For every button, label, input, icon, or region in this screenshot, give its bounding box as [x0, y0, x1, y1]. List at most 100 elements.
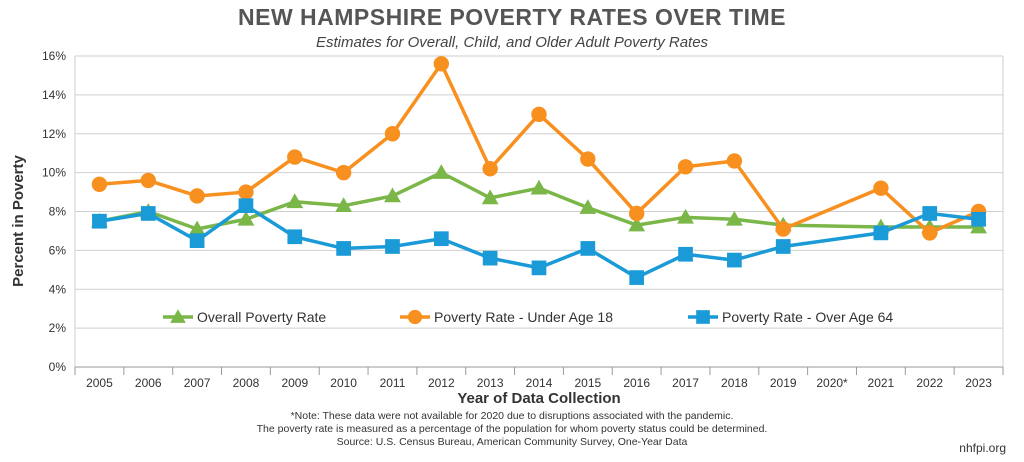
x-tick-labels: 2005 2006 2007 2008 2009 2010 2011 2012 2013 2014…: [86, 376, 992, 390]
data-point: [922, 225, 938, 241]
y-tick-label: 0%: [49, 360, 67, 374]
data-point: [580, 241, 596, 256]
data-point: [531, 106, 547, 123]
data-point: [677, 208, 694, 224]
data-point: [384, 187, 401, 203]
y-tick-label: 14%: [42, 88, 66, 102]
data-point: [287, 229, 303, 245]
series-line: [99, 170, 979, 231]
legend-label: Overall Poverty Rate: [197, 309, 326, 325]
y-tick-label: 16%: [42, 49, 66, 63]
x-tick-label: 2021: [868, 376, 895, 390]
data-point: [336, 241, 351, 256]
y-tick-label: 4%: [49, 282, 67, 296]
chart-notes: *Note: These data were not available for…: [0, 410, 1024, 449]
y-tick-labels: 0% 2% 4% 6% 8% 10% 12% 14% 16%: [42, 49, 66, 374]
data-point: [726, 153, 743, 169]
data-point: [580, 151, 596, 167]
data-point: [237, 210, 255, 226]
data-point: [433, 231, 449, 247]
x-tick-label: 2008: [233, 376, 260, 390]
data-point: [189, 188, 205, 204]
data-point: [775, 239, 791, 254]
x-tick-label: 2020*: [816, 376, 848, 390]
data-point: [170, 309, 186, 323]
source-line: Source: U.S. Census Bureau, American Com…: [336, 436, 688, 448]
data-point: [873, 180, 889, 196]
legend-item: Overall Poverty Rate: [163, 309, 326, 325]
legend: Overall Poverty Rate Poverty Rate - Under…: [163, 309, 893, 325]
legend-label: Poverty Rate - Over Age 64: [722, 309, 893, 325]
data-point: [678, 246, 693, 262]
x-tick-label: 2022: [916, 376, 943, 390]
data-point: [696, 310, 710, 324]
data-point: [407, 309, 423, 325]
series-line: [99, 62, 980, 235]
x-tick-label: 2023: [965, 376, 992, 390]
y-tick-label: 8%: [49, 205, 67, 219]
series-2: [91, 56, 987, 241]
series-lines: [91, 56, 987, 285]
x-tick-label: 2010: [330, 376, 357, 390]
legend-item: Poverty Rate - Over Age 64: [688, 309, 893, 325]
y-tick-label: 2%: [49, 321, 67, 335]
x-tick-label: 2009: [281, 376, 308, 390]
x-tick-label: 2011: [380, 376, 406, 390]
chart-title: NEW HAMPSHIRE POVERTY RATES OVER TIME: [238, 4, 786, 30]
data-point: [335, 164, 352, 181]
note-line: *Note: These data were not available for…: [290, 410, 734, 422]
legend-label: Poverty Rate - Under Age 18: [434, 309, 613, 325]
data-point: [677, 159, 694, 175]
data-point: [628, 205, 645, 222]
y-axis-title: Percent in Poverty: [10, 154, 27, 286]
data-point: [91, 176, 108, 192]
data-point: [287, 149, 303, 165]
x-axis-title: Year of Data Collection: [457, 390, 620, 407]
x-tick-label: 2018: [721, 376, 748, 390]
data-point: [189, 233, 205, 249]
data-point: [92, 213, 107, 229]
data-point: [530, 179, 548, 195]
data-point: [922, 206, 938, 221]
chart-subtitle: Estimates for Overall, Child, and Older …: [315, 34, 709, 51]
series-line: [99, 203, 979, 280]
gridlines: [74, 55, 1004, 375]
x-tick-label: 2013: [477, 376, 504, 390]
series-3: [92, 198, 986, 285]
note-line: The poverty rate is measured as a percen…: [256, 423, 768, 435]
y-tick-label: 12%: [42, 127, 66, 141]
data-point: [188, 220, 206, 236]
x-tick-label: 2007: [184, 376, 211, 390]
data-point: [432, 164, 450, 179]
data-point: [873, 225, 889, 241]
data-point: [482, 161, 498, 177]
data-point: [238, 198, 254, 214]
data-point: [971, 211, 986, 227]
data-point: [579, 199, 597, 214]
x-tick-label: 2015: [574, 376, 601, 390]
data-point: [482, 250, 498, 266]
data-point: [481, 189, 499, 205]
data-point: [140, 206, 156, 221]
credit-text: nhfpi.org: [959, 441, 1006, 455]
data-point: [628, 216, 646, 232]
data-point: [727, 252, 742, 268]
y-tick-label: 6%: [49, 243, 67, 257]
x-tick-label: 2012: [428, 376, 455, 390]
data-point: [531, 260, 547, 276]
x-tick-label: 2006: [135, 376, 162, 390]
data-point: [725, 210, 743, 226]
legend-item: Poverty Rate - Under Age 18: [400, 309, 613, 325]
data-point: [238, 184, 254, 200]
data-point: [775, 221, 791, 237]
x-tick-label: 2005: [86, 376, 113, 390]
data-point: [433, 56, 450, 72]
data-point: [385, 239, 400, 254]
x-tick-label: 2019: [770, 376, 797, 390]
x-tick-label: 2014: [526, 376, 553, 390]
x-tick-label: 2017: [672, 376, 699, 390]
data-point: [384, 126, 401, 142]
data-point: [629, 270, 645, 285]
x-tick-label: 2016: [623, 376, 650, 390]
